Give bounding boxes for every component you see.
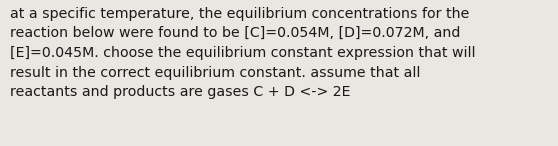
Text: at a specific temperature, the equilibrium concentrations for the
reaction below: at a specific temperature, the equilibri… xyxy=(10,7,475,99)
